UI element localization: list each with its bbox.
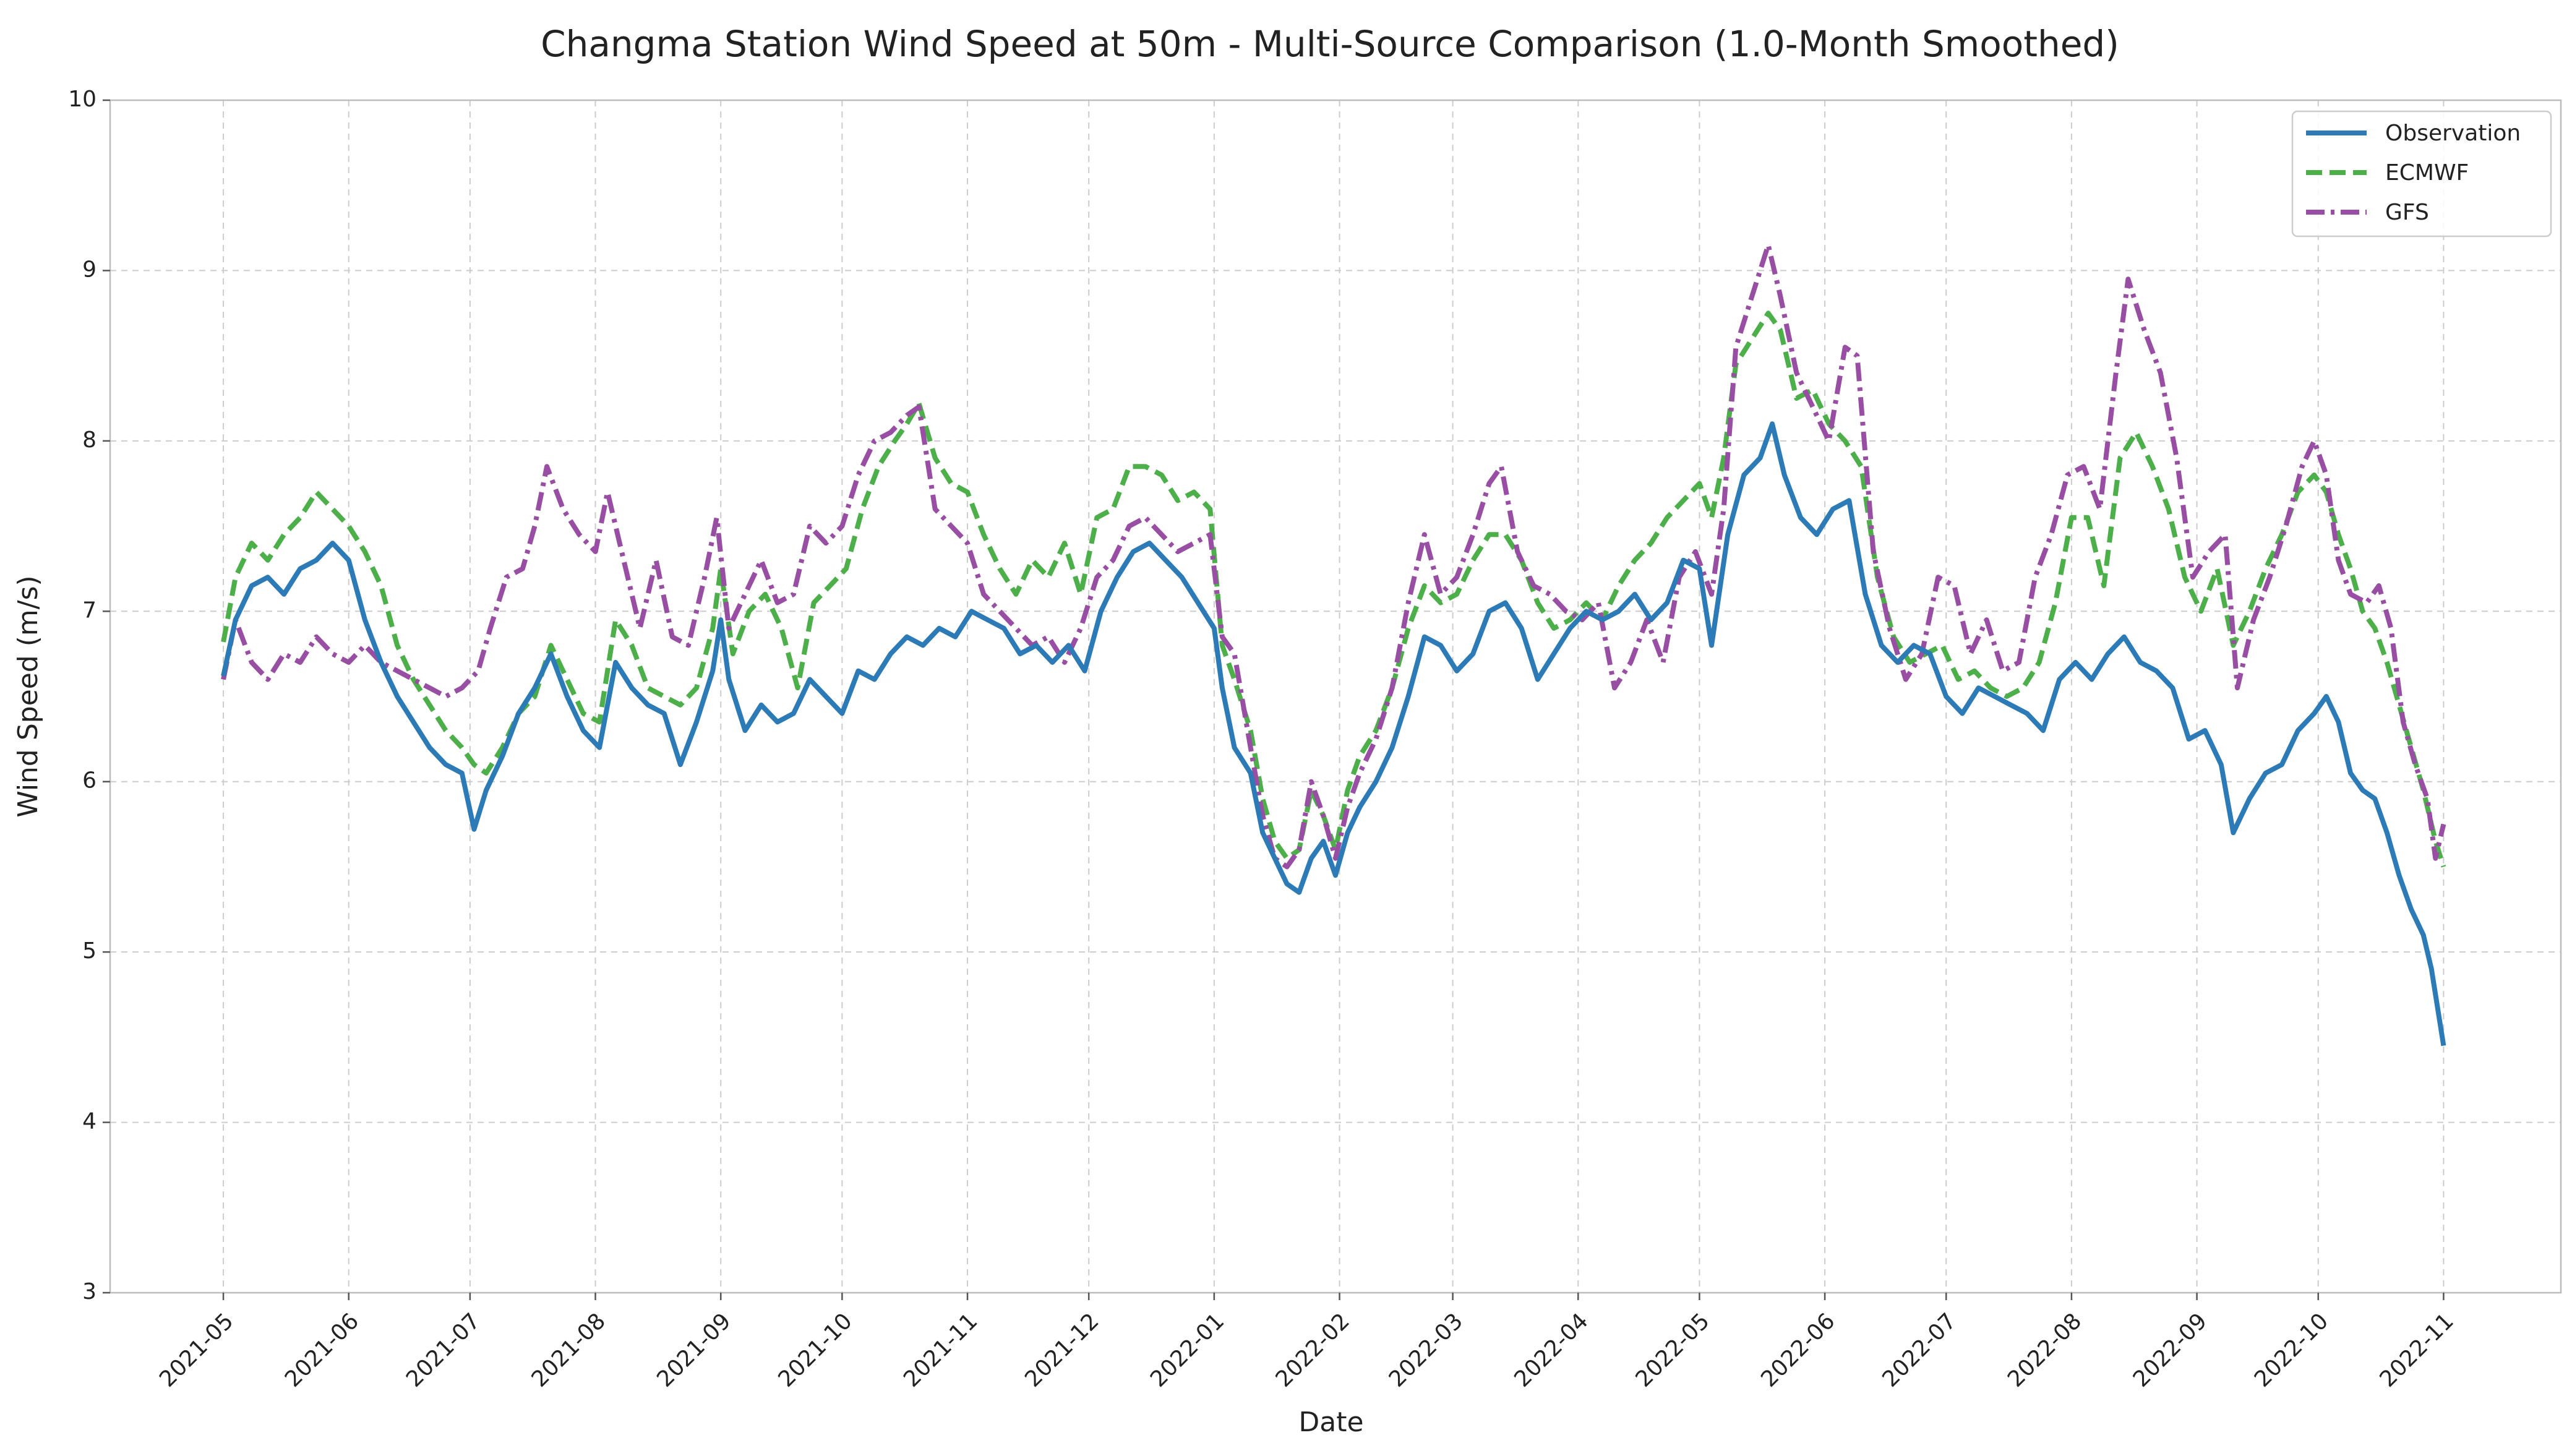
y-axis-label: Wind Speed (m/s) (12, 575, 44, 817)
legend-label-observation: Observation (2385, 121, 2521, 146)
legend-box (2291, 110, 2552, 238)
y-tick-label: 6 (82, 768, 96, 794)
legend-label-gfs: GFS (2385, 200, 2429, 225)
series-lines (221, 242, 2446, 1047)
y-tick-label: 7 (82, 597, 96, 623)
y-axis-ticks: 3 4 5 6 7 8 9 10 (68, 87, 110, 1304)
x-axis-label: Date (1298, 1407, 1363, 1438)
series-line-ecmwf (221, 310, 2446, 868)
chart-title: Changma Station Wind Speed at 50m - Mult… (541, 23, 2119, 65)
y-tick-label: 10 (68, 87, 96, 112)
legend: Observation ECMWF GFS (2291, 110, 2552, 238)
series-line-observation (221, 421, 2446, 1047)
grid-lines (110, 100, 2561, 1293)
series-line-gfs (221, 242, 2446, 870)
plot-frame (109, 99, 2562, 1294)
y-tick-label: 5 (82, 938, 96, 964)
legend-label-ecmwf: ECMWF (2385, 160, 2469, 186)
y-tick-label: 4 (82, 1109, 96, 1134)
y-tick-label: 3 (82, 1279, 96, 1304)
y-tick-label: 9 (82, 257, 96, 282)
y-tick-label: 8 (82, 427, 96, 453)
